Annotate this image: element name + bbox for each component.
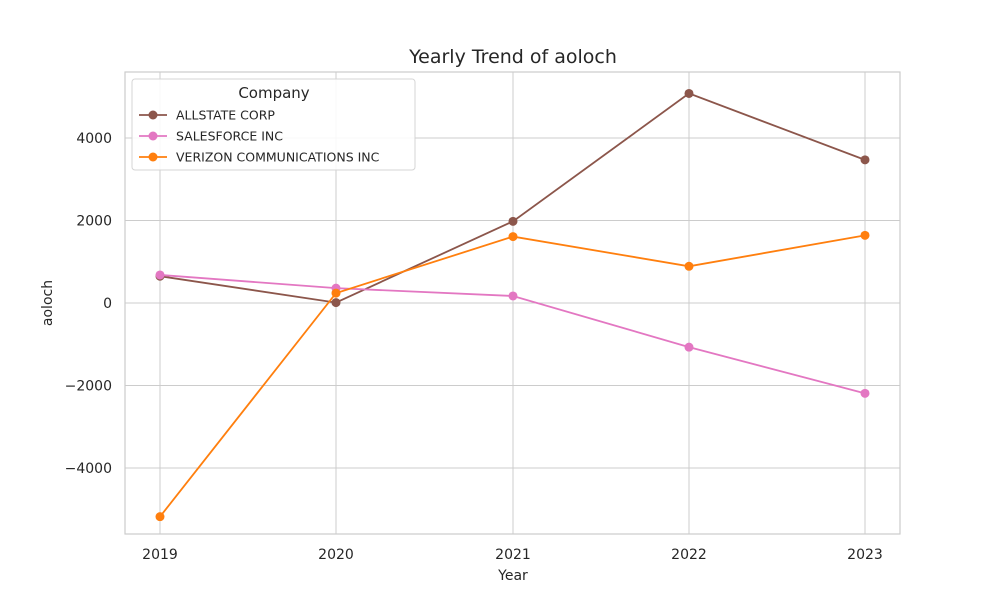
y-tick-label: −4000 [65,461,112,477]
data-point-salesforce-inc [860,388,870,398]
legend-box [131,78,416,171]
data-point-salesforce-inc [684,342,694,352]
x-tick-label: 2020 [318,547,354,563]
legend-label: ALLSTATE CORP [176,108,275,123]
y-axis-label: aoloch [40,280,56,326]
x-axis-label: Year [497,568,528,584]
y-axis-ticks: −4000 −2000 0 2000 4000 [65,131,112,477]
x-tick-label: 2022 [671,547,707,563]
data-point-verizon-communications-inc [684,261,694,271]
data-point-allstate-corp [860,155,870,165]
data-point-allstate-corp [684,88,694,98]
data-point-verizon-communications-inc [155,512,165,522]
legend-title: Company [238,84,309,102]
y-tick-label: 0 [103,296,112,312]
data-point-salesforce-inc [155,270,165,280]
x-tick-label: 2023 [847,547,883,563]
data-point-allstate-corp [508,216,518,226]
legend-label: SALESFORCE INC [176,129,283,144]
data-point-verizon-communications-inc [331,288,341,298]
y-tick-label: 2000 [76,214,112,230]
y-tick-label: 4000 [76,131,112,147]
x-axis-ticks: 2019 2020 2021 2022 2023 [142,547,883,563]
data-point-salesforce-inc [508,291,518,301]
data-point-verizon-communications-inc [860,230,870,240]
data-point-allstate-corp [331,298,341,308]
data-point-verizon-communications-inc [508,232,518,242]
legend-label: VERIZON COMMUNICATIONS INC [176,150,380,165]
y-tick-label: −2000 [65,379,112,395]
legend: Company ALLSTATE CORP SALESFORCE INC VERIZO… [131,78,416,171]
chart-title: Yearly Trend of aoloch [408,46,617,68]
legend-marker [148,131,158,141]
x-tick-label: 2021 [495,547,531,563]
x-tick-label: 2019 [142,547,178,563]
legend-marker [148,110,158,120]
legend-marker [148,152,158,162]
series-group [155,88,870,522]
